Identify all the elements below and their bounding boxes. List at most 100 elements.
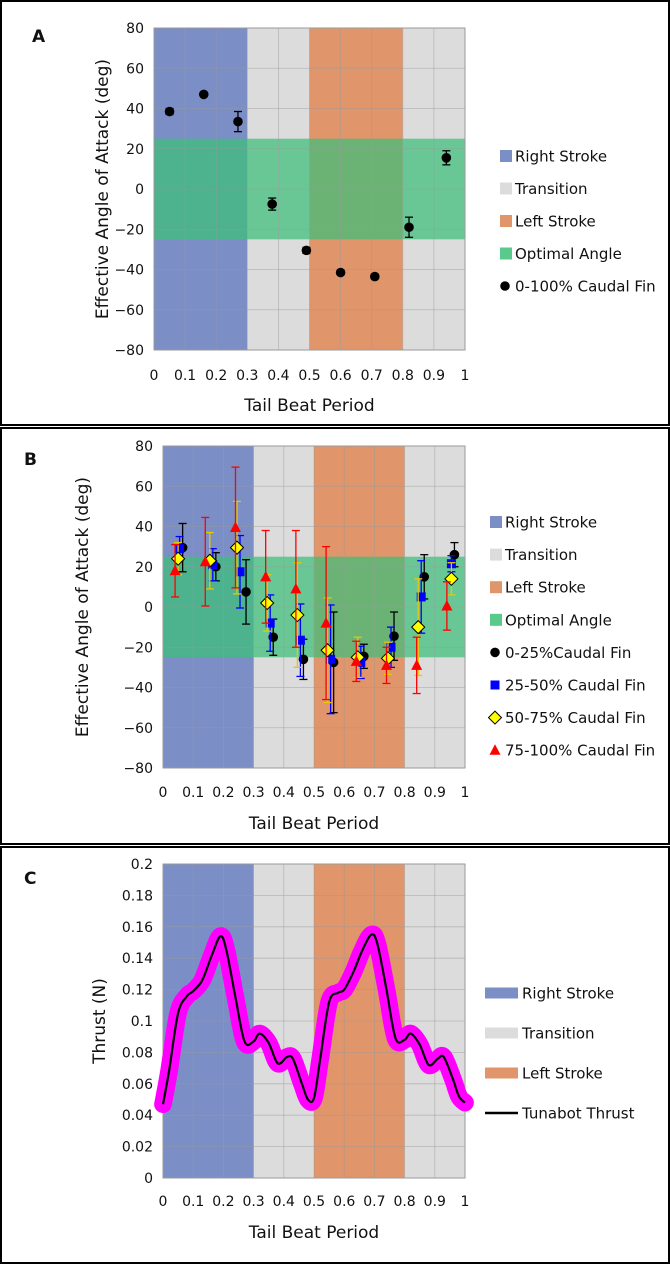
- x-tick-label: 0.6: [333, 1194, 355, 1210]
- data-point: [290, 582, 302, 594]
- legend-swatch: [485, 987, 518, 999]
- legend-marker: [487, 710, 503, 725]
- x-tick-label: 0.6: [333, 785, 355, 801]
- y-tick-label: 0.08: [122, 1045, 153, 1061]
- data-point: [229, 540, 245, 555]
- y-axis-label: Effective Angle of Attack (deg): [73, 477, 93, 737]
- y-tick-label: −40: [123, 681, 153, 697]
- data-point: [301, 245, 312, 256]
- x-axis-label: Tail Beat Period: [248, 1223, 379, 1243]
- y-tick-label: 40: [135, 520, 153, 536]
- x-tick-label: 0.1: [174, 368, 196, 384]
- panel-c-letter: C: [24, 869, 36, 889]
- x-tick-label: 0.4: [273, 785, 295, 801]
- panel-c-frame: [0, 846, 670, 1264]
- x-tick-label: 1: [461, 368, 470, 384]
- data-point: [386, 642, 396, 652]
- panel-b-letter: B: [24, 450, 37, 470]
- y-tick-label: 40: [126, 102, 144, 118]
- x-tick-label: 0.5: [303, 1194, 325, 1210]
- y-tick-label: −40: [114, 263, 144, 279]
- x-tick-label: 0.9: [423, 368, 445, 384]
- legend-label: Right Stroke: [515, 148, 607, 166]
- data-point: [449, 549, 460, 560]
- data-point: [241, 587, 251, 597]
- y-tick-label: −80: [114, 343, 144, 359]
- data-point: [295, 635, 305, 645]
- legend-label: Right Stroke: [505, 514, 597, 532]
- legend-label: 0-25%Caudal Fin: [505, 644, 631, 662]
- x-tick-label: 0.3: [242, 1194, 264, 1210]
- y-tick-label: 0: [144, 1171, 153, 1187]
- legend-swatch: [490, 613, 502, 626]
- x-tick-label: 0.1: [182, 785, 204, 801]
- data-point: [199, 555, 211, 567]
- legend-label: Left Stroke: [515, 213, 596, 231]
- y-tick-label: −20: [123, 640, 153, 656]
- x-tick-label: 0.8: [392, 368, 414, 384]
- y-tick-label: 0.1: [131, 1014, 153, 1030]
- legend-swatch: [490, 581, 502, 594]
- x-tick-label: 0.2: [212, 1194, 234, 1210]
- series-0-100-caudal-fin: [164, 89, 452, 282]
- legend-label: Right Stroke: [522, 985, 614, 1003]
- y-tick-label: 80: [135, 439, 153, 455]
- legend: Right Stroke Transition Left Stroke Tunabot…: [485, 985, 635, 1123]
- y-tick-label: 0: [135, 182, 144, 198]
- x-tick-label: 0.2: [212, 785, 234, 801]
- y-tick-label: 60: [126, 61, 144, 77]
- x-tick-label: 0: [159, 1194, 168, 1210]
- x-tick-label: 1: [461, 785, 470, 801]
- legend-swatch: [500, 215, 512, 227]
- plot-area: [162, 445, 466, 769]
- thrust-line: [161, 933, 466, 1105]
- y-tick-label: −80: [123, 761, 153, 777]
- series-75-100-caudal-fin: [169, 466, 453, 701]
- data-point: [235, 567, 245, 577]
- legend-label: Transition: [514, 180, 588, 198]
- x-tick-label: 0.9: [424, 1194, 446, 1210]
- chart-panel-a: 0 0.1 0.2 0.3 0.4 0.5 0.6 0.7 0.8 0.9 1 80 60 40 20 0 −2…: [93, 21, 656, 416]
- x-tick-label: 0.9: [424, 785, 446, 801]
- x-tick-label: 0.7: [363, 1194, 385, 1210]
- legend-swatch: [485, 1067, 518, 1079]
- x-tick-label: 0.8: [393, 1194, 415, 1210]
- y-tick-label: 20: [126, 142, 144, 158]
- y-tick-label: −60: [123, 721, 153, 737]
- y-tick-label: 0.12: [122, 983, 153, 999]
- x-tick-label: 0.1: [182, 1194, 204, 1210]
- data-point: [268, 632, 279, 642]
- x-tick-label: 0.2: [205, 368, 227, 384]
- panel-a-letter: A: [32, 27, 46, 47]
- data-point: [410, 619, 426, 635]
- data-point: [290, 607, 305, 623]
- legend-swatch: [485, 1027, 518, 1039]
- legend-swatch: [500, 247, 512, 260]
- legend-marker: [490, 647, 500, 658]
- legend-label: Left Stroke: [522, 1065, 603, 1083]
- data-point: [404, 222, 414, 233]
- y-tick-label: 0.06: [122, 1077, 153, 1093]
- x-tick-label: 0.8: [393, 785, 415, 801]
- y-tick-label: 0.02: [122, 1140, 153, 1156]
- data-point: [380, 659, 392, 670]
- legend-label: 25-50% Caudal Fin: [505, 677, 646, 695]
- legend-marker: [490, 680, 500, 690]
- data-point: [164, 106, 175, 117]
- legend-swatch: [500, 150, 512, 162]
- data-point: [416, 592, 426, 602]
- chart-panel-b: 0 0.1 0.2 0.3 0.4 0.5 0.6 0.7 0.8 0.9 1 80 60 40 20 0 −2…: [73, 439, 655, 834]
- data-point: [389, 631, 399, 641]
- x-tick-label: 0.4: [267, 368, 289, 384]
- x-tick-label: 1: [461, 1194, 470, 1210]
- data-point: [326, 654, 336, 664]
- data-point: [259, 595, 275, 611]
- data-point: [267, 199, 277, 209]
- data-point: [356, 657, 366, 667]
- legend-label: Optimal Angle: [505, 611, 612, 629]
- y-tick-label: −60: [114, 303, 144, 319]
- chart-panel-c: 0 0.1 0.2 0.3 0.4 0.5 0.6 0.7 0.8 0.9 1 0.2 0.18 0.16…: [90, 857, 635, 1243]
- y-tick-label: 0.2: [131, 857, 153, 873]
- data-point: [370, 271, 380, 282]
- legend-marker: [500, 281, 510, 291]
